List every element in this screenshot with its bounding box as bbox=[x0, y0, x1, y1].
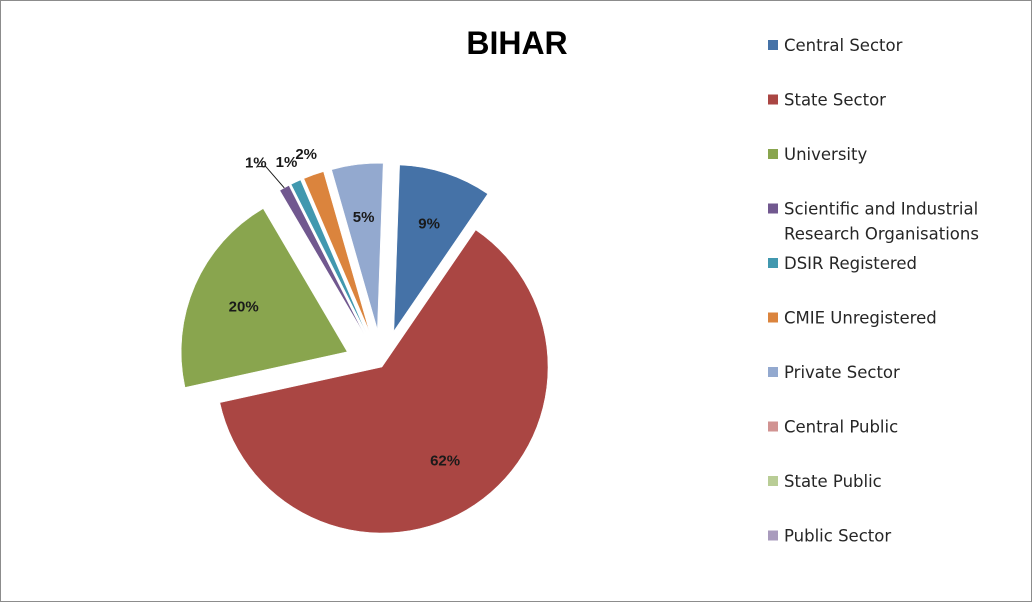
legend-label-state-sector: State Sector bbox=[784, 91, 886, 110]
leader-line bbox=[257, 166, 285, 189]
legend-label-public-sector: Public Sector bbox=[784, 527, 891, 546]
data-label-cmie-unregistered: 2% bbox=[295, 146, 317, 163]
legend-swatch-university bbox=[768, 149, 778, 159]
data-labels: 9%62%20%1% 1%2%5% bbox=[229, 146, 460, 470]
pie-slice-private-sector bbox=[331, 163, 384, 330]
legend-swatch-central-public bbox=[768, 421, 778, 432]
pie-slice-scientific-and-industrial-research-organisations bbox=[279, 185, 365, 334]
pie-slice-dsir-registered bbox=[290, 179, 367, 333]
legend-swatch-state-sector bbox=[768, 94, 778, 105]
chart-title: BIHAR bbox=[466, 25, 567, 61]
legend-swatch-cmie-unregistered bbox=[768, 312, 778, 323]
data-label-state-sector: 62% bbox=[430, 453, 460, 470]
legend-label-private-sector: Private Sector bbox=[784, 363, 900, 382]
legend-swatch-dsir-registered bbox=[768, 258, 778, 268]
data-label-scientific-and-industrial-research-organisations: 1% bbox=[245, 155, 267, 172]
legend-swatch-state-public bbox=[768, 476, 778, 486]
pie-slice-central-sector bbox=[393, 164, 488, 332]
legend-label-scientific-and-industrial-research-organisations: Scientific and Industrial Research Organi… bbox=[784, 200, 979, 244]
legend: Central Sector State Sector University Scie… bbox=[768, 36, 979, 546]
legend-swatch-central-sector bbox=[768, 40, 778, 50]
legend-swatch-public-sector bbox=[768, 530, 778, 541]
pie-slice-cmie-unregistered bbox=[303, 171, 370, 332]
legend-swatch-scientific-and-industrial-research-organisations bbox=[768, 203, 778, 214]
legend-label-central-sector: Central Sector bbox=[784, 36, 903, 55]
data-label-central-sector: 9% bbox=[418, 216, 440, 233]
data-label-university: 20% bbox=[229, 299, 259, 316]
legend-label-dsir-registered: DSIR Registered bbox=[784, 254, 917, 273]
pie-slice-state-sector bbox=[219, 229, 549, 534]
legend-label-university: University bbox=[784, 145, 867, 164]
pie-slices bbox=[180, 163, 549, 534]
legend-label-state-public: State Public bbox=[784, 472, 882, 491]
pie-slice-university bbox=[180, 208, 348, 388]
data-label-dsir-registered: 1% bbox=[276, 154, 298, 171]
legend-label-central-public: Central Public bbox=[784, 418, 898, 437]
leader-lines bbox=[257, 166, 285, 189]
legend-label-cmie-unregistered: CMIE Unregistered bbox=[784, 309, 937, 328]
legend-swatch-private-sector bbox=[768, 367, 778, 377]
data-label-private-sector: 5% bbox=[353, 209, 375, 226]
